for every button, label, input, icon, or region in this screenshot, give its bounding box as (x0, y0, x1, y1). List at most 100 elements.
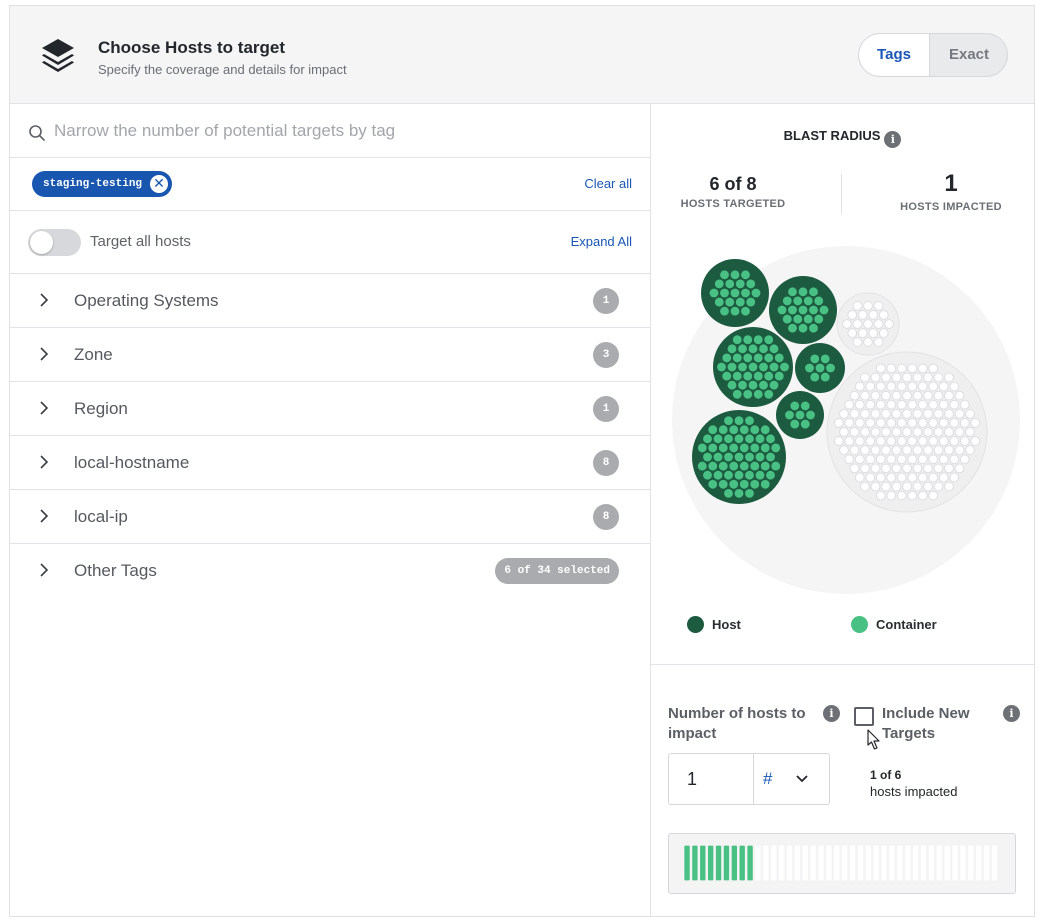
category-other-tags[interactable]: Other Tags 6 of 34 selected (10, 544, 650, 598)
impact-bar-empty (936, 845, 942, 881)
inactive-container-bubble (896, 454, 907, 465)
container-bubble (798, 323, 808, 333)
hosts-to-impact-value[interactable]: 1 (687, 769, 698, 789)
expand-all-link[interactable]: Expand All (570, 234, 632, 249)
inactive-container-bubble (896, 417, 907, 428)
category-operating-systems[interactable]: Operating Systems 1 (10, 274, 650, 328)
blast-radius-heading: BLAST RADIUS i (651, 128, 1034, 148)
container-bubble (730, 306, 740, 316)
count-badge: 3 (593, 342, 619, 368)
container-bubble (771, 443, 781, 453)
search-input[interactable] (52, 114, 632, 148)
inactive-container-bubble (928, 454, 939, 465)
container-bubble (724, 470, 733, 480)
impact-bar-empty (960, 845, 966, 881)
inactive-container-bubble (923, 445, 933, 456)
inactive-container-bubble (868, 328, 879, 339)
inactive-container-bubble (839, 408, 849, 419)
inactive-container-bubble (933, 445, 944, 456)
container-bubble (725, 279, 735, 289)
inactive-container-bubble (938, 417, 949, 428)
inactive-container-bubble (852, 319, 863, 329)
container-bubble (703, 470, 712, 480)
category-zone[interactable]: Zone 3 (10, 328, 650, 382)
remove-tag-icon[interactable]: ✕ (150, 175, 169, 193)
target-all-toggle[interactable] (28, 229, 81, 256)
mode-toggle: Tags Exact (858, 33, 1008, 77)
target-all-row: Target all hosts Expand All (10, 211, 650, 274)
container-bubble (780, 362, 789, 372)
inactive-container-bubble (923, 372, 933, 383)
stat-divider (841, 174, 842, 214)
container-bubble (810, 354, 820, 364)
inactive-container-bubble (860, 445, 870, 456)
container-bubble (732, 335, 742, 345)
impact-bar-empty (976, 845, 982, 881)
inactive-container-bubble (907, 454, 918, 465)
container-bubble (738, 362, 747, 372)
tab-tags[interactable]: Tags (859, 34, 930, 76)
inactive-container-bubble (896, 363, 907, 374)
include-new-targets-checkbox[interactable] (854, 707, 874, 726)
inactive-container-bubble (854, 399, 865, 410)
container-bubble (755, 452, 765, 462)
impact-bar-empty (881, 845, 887, 881)
count-badge: 8 (593, 450, 619, 476)
clear-all-link[interactable]: Clear all (584, 176, 632, 191)
container-bubble (748, 362, 758, 372)
inactive-container-bubble (896, 399, 907, 410)
inactive-container-bubble (949, 472, 960, 483)
category-local-ip[interactable]: local-ip 8 (10, 490, 650, 544)
inactive-container-bubble (912, 463, 923, 474)
inactive-container-bubble (891, 390, 902, 401)
container-bubble (803, 314, 813, 324)
impact-bar-empty (897, 845, 903, 881)
include-new-targets-info-icon[interactable]: i (1003, 705, 1020, 722)
category-local-hostname[interactable]: local-hostname 8 (10, 436, 650, 490)
container-bubble (750, 461, 760, 471)
tab-exact[interactable]: Exact (948, 46, 990, 63)
container-bubble (746, 279, 756, 289)
container-bubble (724, 416, 733, 426)
inactive-container-bubble (902, 390, 912, 401)
hosts-to-impact-info-icon[interactable]: i (823, 705, 840, 722)
inactive-container-bubble (954, 463, 965, 474)
inactive-container-bubble (902, 463, 912, 474)
mouse-cursor-icon (867, 729, 880, 750)
container-bubble (790, 401, 800, 411)
legend-host: Host (687, 616, 741, 633)
container-bubble (793, 296, 803, 306)
unit-select[interactable]: # (763, 769, 773, 788)
inactive-container-bubble (870, 445, 881, 456)
inactive-container-bubble (933, 427, 944, 437)
container-bubble (788, 305, 797, 315)
container-bubble (800, 401, 810, 411)
container-bubble (729, 479, 739, 489)
chevron-down-icon[interactable] (795, 774, 809, 784)
container-bubble (741, 306, 750, 316)
legend-container: Container (851, 616, 937, 633)
info-icon[interactable]: i (884, 131, 902, 148)
inactive-container-bubble (865, 417, 876, 428)
hosts-to-impact-input[interactable]: 1 # (668, 753, 830, 805)
impact-bar-filled (684, 845, 690, 881)
blast-radius-title: BLAST RADIUS (783, 128, 881, 143)
inactive-container-bubble (912, 408, 923, 419)
impact-bar-empty (857, 845, 864, 881)
container-bubble (727, 344, 737, 354)
inactive-container-bubble (854, 417, 865, 428)
inactive-container-bubble (860, 408, 870, 419)
inactive-container-bubble (949, 436, 960, 447)
category-region[interactable]: Region 1 (10, 382, 650, 436)
impact-bar-empty (802, 845, 808, 881)
inactive-container-bubble (959, 454, 970, 465)
container-bubble (769, 344, 779, 354)
inactive-container-bubble (875, 363, 886, 374)
inactive-container-bubble (854, 454, 865, 465)
tag-chip[interactable]: staging-testing ✕ (32, 171, 173, 197)
count-badge: 8 (593, 504, 619, 530)
container-bubble (820, 354, 830, 364)
container-bubble (732, 353, 742, 363)
inactive-container-bubble (875, 490, 886, 501)
container-bubble (748, 380, 758, 390)
